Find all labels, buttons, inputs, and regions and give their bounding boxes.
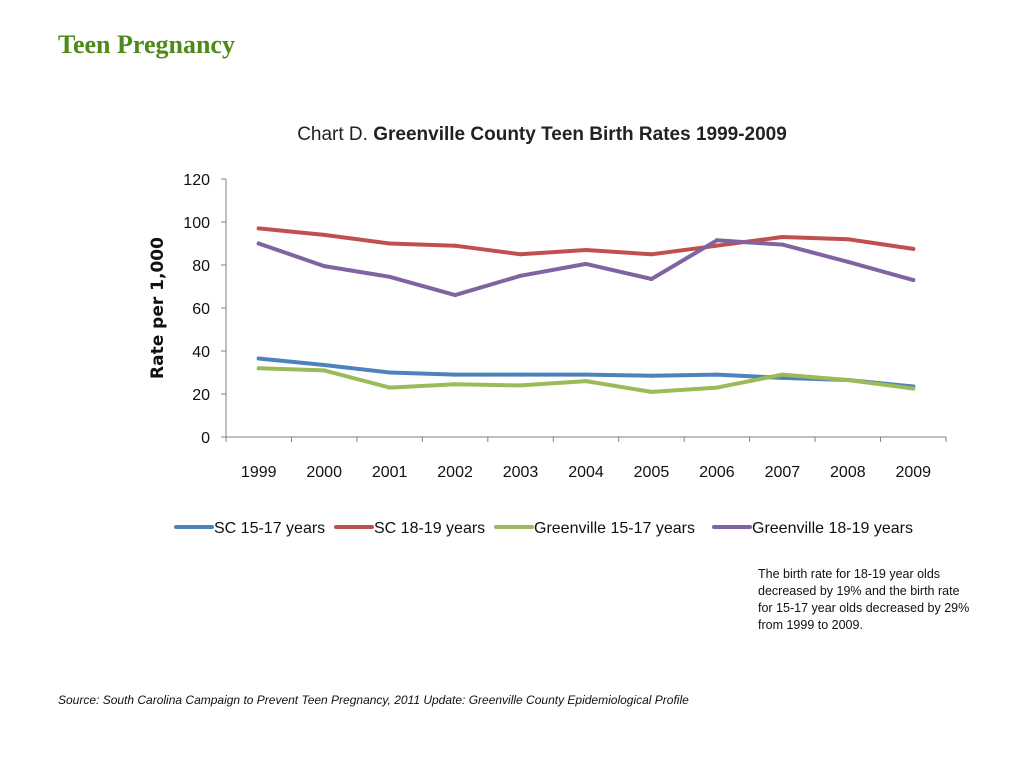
data-point [911,386,916,391]
data-point [387,370,392,375]
data-point [780,372,785,377]
y-tick-label: 120 [183,172,210,189]
data-point [845,259,850,264]
data-point [322,368,327,373]
data-point [518,372,523,377]
legend-label: Greenville 15-17 years [534,520,695,537]
y-tick-label: 100 [183,215,210,232]
data-point [911,278,916,283]
data-point [649,389,654,394]
x-tick-label: 2002 [437,464,473,481]
legend-label: SC 15-17 years [214,520,325,537]
x-tick-label: 2007 [765,464,801,481]
data-point [518,273,523,278]
data-point [845,378,850,383]
data-point [387,274,392,279]
chart-title-prefix: Chart D. [297,124,368,145]
data-point [584,372,588,377]
y-tick-label: 40 [192,344,210,361]
data-point [387,241,392,246]
x-tick-label: 2005 [634,464,670,481]
data-point [780,242,785,247]
x-tick-label: 2009 [895,464,931,481]
source-citation: Source: South Carolina Campaign to Preve… [58,693,689,707]
x-tick-label: 2001 [372,464,408,481]
chart-title-main: Greenville County Teen Birth Rates 1999-… [373,124,787,145]
data-point [256,366,261,371]
summary-note: The birth rate for 18-19 year olds decre… [758,567,970,632]
chart-title: Chart D. Greenville County Teen Birth Ra… [0,124,1024,146]
data-point [322,362,327,367]
data-point [911,246,916,251]
data-point [649,252,654,257]
data-point [845,237,850,242]
y-axis-title: Rate per 1,000 [148,237,168,379]
data-point [649,276,654,281]
data-point [453,243,458,248]
data-point [714,385,719,390]
data-point [584,247,588,252]
data-point [256,241,261,246]
data-point [584,379,588,384]
x-tick-label: 2004 [568,464,604,481]
data-point [780,235,785,240]
data-point [256,356,261,361]
y-tick-label: 0 [201,430,210,447]
data-point [453,382,458,387]
data-point [780,375,785,380]
x-tick-label: 2006 [699,464,735,481]
data-point [453,293,458,298]
data-point [714,372,719,377]
data-point [714,243,719,248]
data-point [453,372,458,377]
data-point [518,252,523,257]
data-point [256,226,261,231]
y-tick-label: 20 [192,387,210,404]
y-tick-label: 80 [192,258,210,275]
legend-label: Greenville 18-19 years [752,520,913,537]
x-tick-label: 2003 [503,464,539,481]
x-tick-label: 1999 [241,464,277,481]
data-point [584,261,588,266]
data-point [649,373,654,378]
data-point [714,238,719,243]
data-point [322,232,327,237]
slide-title: Teen Pregnancy [58,30,235,59]
x-tick-label: 2000 [306,464,342,481]
x-tick-label: 2008 [830,464,866,481]
data-point [387,385,392,390]
data-point [518,383,523,388]
data-point [322,264,327,269]
y-tick-label: 60 [192,301,210,318]
legend-label: SC 18-19 years [374,520,485,537]
